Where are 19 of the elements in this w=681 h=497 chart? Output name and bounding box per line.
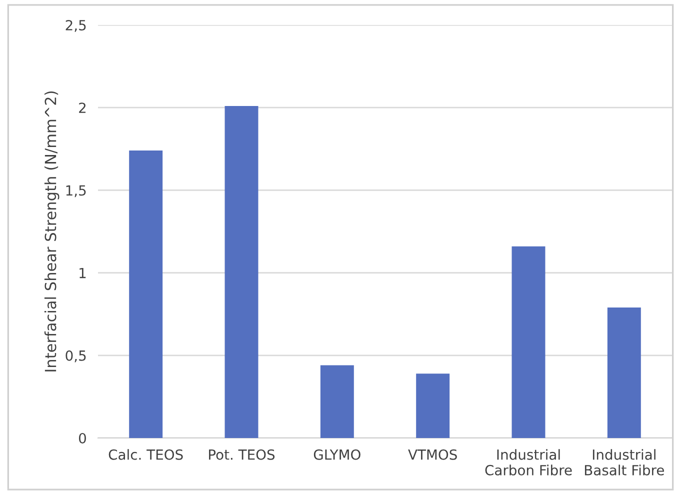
x-tick-label: Calc. TEOS [108,449,183,460]
x-tick-label: Industrial Basalt Fibre [584,449,664,476]
y-axis-title: Interfacial Shear Strength (N/mm^2) [44,91,60,372]
y-tick-label: 2,5 [66,20,86,32]
y-tick-label: 0,5 [66,350,86,362]
y-tick-label: 1,5 [66,185,86,198]
y-tick-label: 0 [78,432,86,444]
bar [224,106,258,438]
bar [320,365,354,438]
x-tick-label: Industrial Carbon Fibre [485,449,572,476]
x-tick-label: VTMOS [408,449,457,460]
y-tick-label: 1 [80,268,86,278]
bar [512,246,546,438]
bar [607,307,641,438]
x-tick-label: GLYMO [314,449,360,460]
bar [129,150,163,438]
bar [416,374,450,438]
y-tick-label: 2 [79,102,86,113]
x-tick-label: Pot. TEOS [209,449,275,460]
